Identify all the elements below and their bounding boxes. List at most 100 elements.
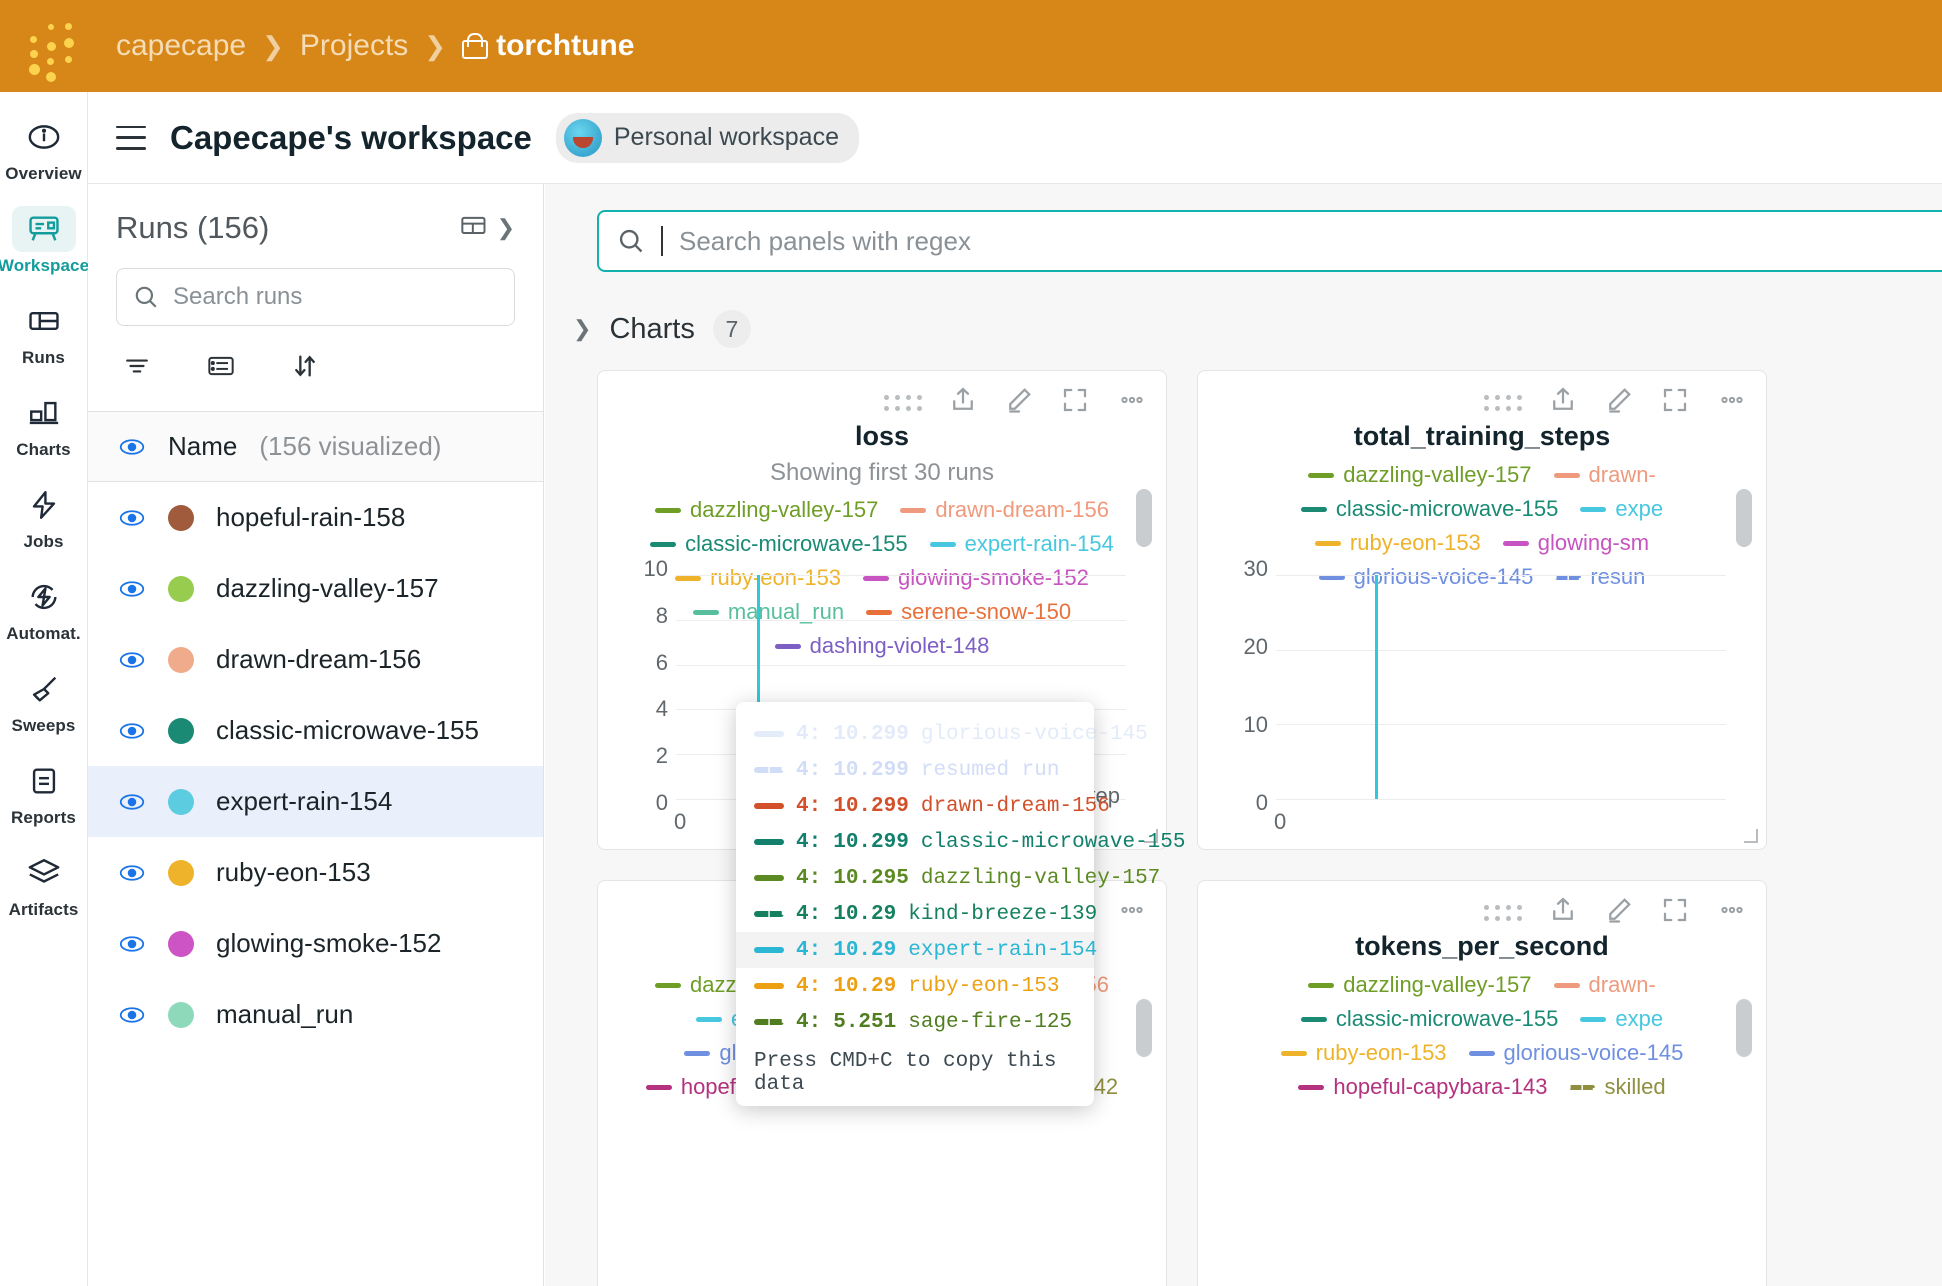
plot-area[interactable]: 10 8 6 4 2 0 0 Step	[598, 556, 1166, 839]
legend-item[interactable]: resun	[1555, 564, 1645, 590]
legend-item[interactable]: drawn-	[1553, 972, 1656, 998]
sidebar-item-overview[interactable]: Overview	[2, 114, 86, 184]
sidebar-item-reports[interactable]: Reports	[2, 758, 86, 828]
runs-panel-header-actions[interactable]: ❯	[457, 212, 515, 245]
legend-item[interactable]: glorious-voice-145	[1318, 564, 1533, 590]
legend-item[interactable]: drawn-	[1553, 462, 1656, 488]
plot-area[interactable]	[1198, 1079, 1766, 1286]
legend-item[interactable]: classic-microwave-155	[1300, 1006, 1558, 1032]
panel-resize-handle[interactable]	[1144, 829, 1158, 843]
legend-scrollbar[interactable]	[1136, 489, 1152, 547]
breadcrumb-project[interactable]: torchtune	[462, 29, 634, 63]
hamburger-icon[interactable]	[116, 125, 146, 150]
eye-icon[interactable]	[118, 580, 146, 598]
share-icon[interactable]	[1548, 895, 1578, 930]
sidebar-item-automations[interactable]: Automat.	[2, 574, 86, 644]
legend-item[interactable]: expe	[1580, 1006, 1663, 1032]
eye-icon[interactable]	[118, 1006, 146, 1024]
eye-icon[interactable]	[118, 722, 146, 740]
legend-item[interactable]: dazzling-valley-157	[1308, 462, 1532, 488]
group-icon[interactable]	[204, 352, 238, 385]
edit-icon[interactable]	[1004, 385, 1034, 420]
run-list-item[interactable]: classic-microwave-155	[88, 695, 543, 766]
run-list-item[interactable]: manual_run	[88, 979, 543, 1050]
tooltip-row[interactable]: 4: 5.251 sage-fire-125	[736, 1004, 1094, 1040]
sidebar-item-sweeps[interactable]: Sweeps	[2, 666, 86, 736]
breadcrumb-entity[interactable]: capecape	[116, 29, 247, 62]
panel-resize-handle[interactable]	[1744, 829, 1758, 843]
legend-item[interactable]: expert-rain-154	[929, 531, 1114, 557]
columns-icon[interactable]	[457, 212, 491, 245]
tooltip-row[interactable]: 4: 10.299 resumed run	[736, 752, 1094, 788]
legend-item[interactable]: glowing-sm	[1502, 530, 1649, 556]
legend-item[interactable]: drawn-dream-156	[900, 497, 1109, 523]
search-runs-input[interactable]: Search runs	[116, 268, 515, 326]
legend-item[interactable]: expe	[1580, 496, 1663, 522]
legend-item[interactable]: glorious-voice-145	[1468, 1040, 1683, 1066]
legend-item[interactable]: dashing-violet-148	[774, 633, 989, 659]
legend-scrollbar[interactable]	[1136, 999, 1152, 1057]
run-list-item[interactable]: ruby-eon-153	[88, 837, 543, 908]
sidebar-item-jobs[interactable]: Jobs	[2, 482, 86, 552]
more-icon[interactable]	[1116, 385, 1148, 420]
plot-canvas[interactable]	[1276, 1085, 1726, 1286]
more-icon[interactable]	[1716, 895, 1748, 930]
legend-item[interactable]: glowing-smoke-152	[863, 565, 1089, 591]
filter-icon[interactable]	[120, 353, 154, 384]
run-list-item[interactable]: glowing-smoke-152	[88, 908, 543, 979]
run-list-item[interactable]: expert-rain-154	[88, 766, 543, 837]
edit-icon[interactable]	[1604, 385, 1634, 420]
legend-item[interactable]: ruby-eon-153	[1280, 1040, 1447, 1066]
eye-icon[interactable]	[118, 509, 146, 527]
chevron-down-icon[interactable]: ❯	[573, 316, 592, 341]
share-icon[interactable]	[1548, 385, 1578, 420]
plot-canvas[interactable]	[1276, 575, 1726, 800]
legend-scrollbar[interactable]	[1736, 489, 1752, 547]
sidebar-item-charts[interactable]: Charts	[2, 390, 86, 460]
eye-icon[interactable]	[118, 438, 146, 456]
fullscreen-icon[interactable]	[1660, 385, 1690, 420]
plot-canvas[interactable]	[676, 1085, 1126, 1286]
tooltip-row[interactable]: 4: 10.295 dazzling-valley-157	[736, 860, 1160, 896]
legend-scrollbar[interactable]	[1736, 999, 1752, 1057]
charts-section-header[interactable]: ❯ Charts 7	[573, 310, 1942, 348]
tooltip-row[interactable]: 4: 10.299 classic-microwave-155	[736, 824, 1186, 860]
fullscreen-icon[interactable]	[1060, 385, 1090, 420]
plot-area[interactable]: 30 20 10 0 0	[1198, 556, 1766, 839]
personal-workspace-chip[interactable]: Personal workspace	[555, 112, 859, 163]
sort-icon[interactable]	[288, 352, 322, 385]
share-icon[interactable]	[948, 385, 978, 420]
wandb-logo[interactable]	[28, 20, 82, 82]
eye-icon[interactable]	[118, 935, 146, 953]
eye-icon[interactable]	[118, 651, 146, 669]
fullscreen-icon[interactable]	[1660, 895, 1690, 930]
legend-item[interactable]: classic-microwave-155	[1300, 496, 1558, 522]
chart-panel[interactable]: total_training_steps dazzling-valley-157 d…	[1197, 370, 1767, 850]
grip-icon[interactable]	[884, 394, 922, 411]
tooltip-row[interactable]: 4: 10.29 expert-rain-154	[736, 932, 1097, 968]
legend-item[interactable]: hopeful-capybara-143	[1298, 1074, 1547, 1100]
breadcrumb-projects[interactable]: Projects	[299, 29, 409, 62]
eye-icon[interactable]	[118, 864, 146, 882]
legend-item[interactable]: dazzling-valley-157	[1308, 972, 1532, 998]
more-icon[interactable]	[1716, 385, 1748, 420]
grip-icon[interactable]	[1484, 904, 1522, 921]
run-list-item[interactable]: dazzling-valley-157	[88, 553, 543, 624]
legend-item[interactable]: ruby-eon-153	[675, 565, 841, 591]
tooltip-row[interactable]: 4: 10.29 kind-breeze-139	[736, 896, 1097, 932]
more-icon[interactable]	[1116, 895, 1148, 930]
tooltip-row[interactable]: 4: 10.299 drawn-dream-156	[736, 788, 1110, 824]
panel-search-input[interactable]: Search panels with regex	[597, 210, 1942, 272]
run-list-item[interactable]: drawn-dream-156	[88, 624, 543, 695]
runs-name-header-row[interactable]: Name (156 visualized)	[88, 412, 543, 482]
legend-item[interactable]: ruby-eon-153	[1314, 530, 1481, 556]
tooltip-row[interactable]: 4: 10.299 glorious-voice-145	[736, 716, 1148, 752]
legend-item[interactable]: classic-microwave-155	[650, 531, 908, 557]
plot-area[interactable]	[598, 1079, 1166, 1286]
eye-icon[interactable]	[118, 793, 146, 811]
run-list-item[interactable]: hopeful-rain-158	[88, 482, 543, 553]
sidebar-item-runs[interactable]: Runs	[2, 298, 86, 368]
edit-icon[interactable]	[1604, 895, 1634, 930]
sidebar-item-workspace[interactable]: Workspace	[0, 206, 89, 276]
chart-panel[interactable]: tokens_per_second dazzling-valley-157 draw…	[1197, 880, 1767, 1286]
